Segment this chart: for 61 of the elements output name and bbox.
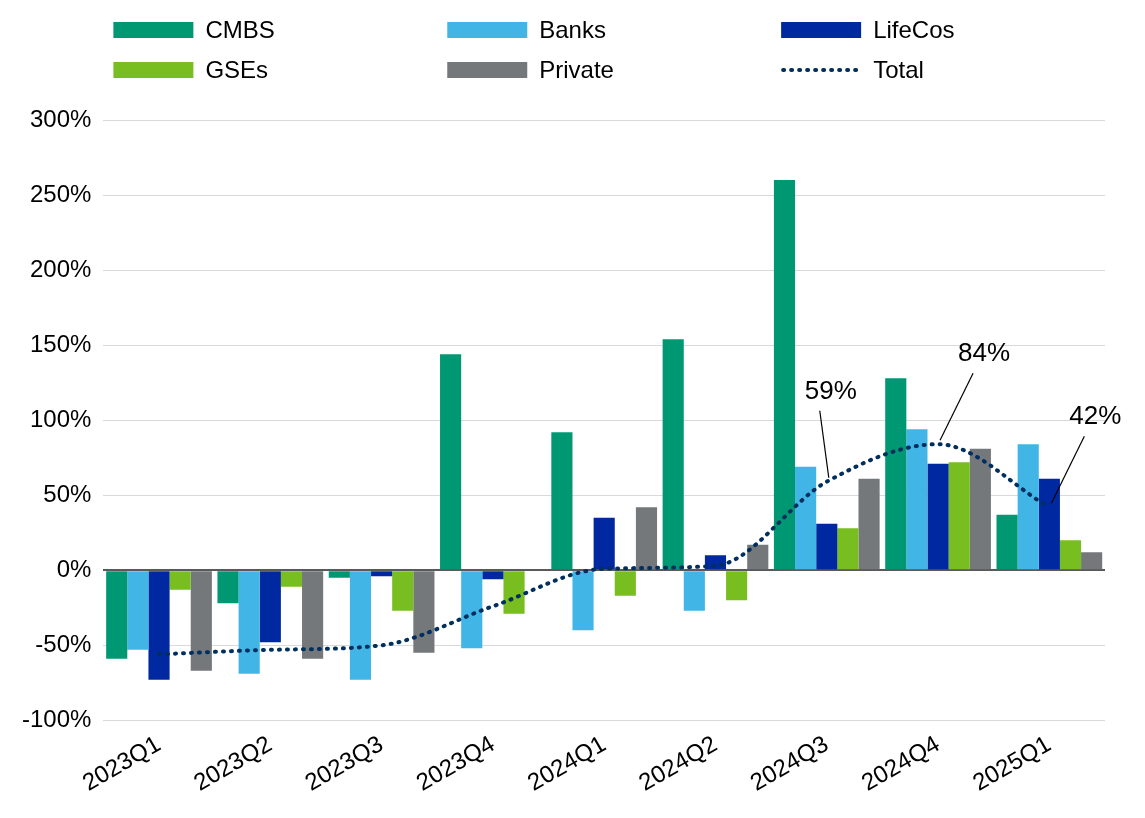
bar	[169, 571, 191, 590]
bar	[440, 354, 462, 570]
data-label: 84%	[958, 337, 1011, 368]
bar	[1017, 444, 1039, 570]
bar	[996, 514, 1018, 570]
bar	[503, 571, 525, 614]
bar	[837, 528, 859, 570]
bar	[927, 463, 949, 570]
bar	[572, 571, 594, 631]
data-label: 59%	[804, 374, 857, 405]
bar	[461, 571, 483, 649]
bar	[551, 432, 573, 570]
bar	[1059, 540, 1082, 570]
bar	[614, 571, 636, 596]
y-tick-label: 100%	[29, 404, 92, 432]
bar	[747, 544, 769, 570]
y-tick-label: 50%	[43, 479, 92, 507]
bar	[816, 523, 838, 570]
y-tick-label: 0%	[56, 554, 92, 582]
bar	[726, 571, 748, 601]
legend-label: Private	[539, 55, 614, 83]
bar	[969, 448, 991, 570]
bar	[259, 571, 281, 643]
bar	[662, 339, 684, 570]
data-label: 42%	[1069, 400, 1122, 431]
bar	[683, 571, 705, 611]
bar	[858, 478, 880, 570]
y-tick-label: -50%	[35, 629, 92, 657]
bar	[413, 571, 435, 653]
y-tick-label: 300%	[29, 104, 92, 132]
bar	[635, 507, 658, 570]
bar	[392, 571, 414, 611]
bar	[217, 571, 239, 604]
legend-label: Total	[873, 55, 924, 83]
bar	[302, 571, 324, 659]
bar	[906, 429, 928, 570]
y-tick-label: 200%	[29, 254, 92, 282]
legend-label: LifeCos	[873, 15, 955, 43]
bar	[1038, 478, 1060, 570]
bar	[885, 378, 907, 570]
bar	[948, 462, 970, 570]
bar	[127, 571, 149, 650]
legend-label: GSEs	[205, 55, 269, 83]
bar	[238, 571, 260, 674]
y-tick-label: 150%	[29, 329, 92, 357]
bar	[482, 571, 504, 580]
y-tick-label: -100%	[22, 704, 92, 732]
bar	[773, 180, 796, 570]
bar	[593, 517, 615, 570]
bar	[280, 571, 303, 587]
bar	[1081, 552, 1103, 570]
bar	[795, 466, 817, 570]
bar	[328, 571, 350, 578]
y-tick-label: 250%	[29, 179, 92, 207]
legend-label: CMBS	[205, 15, 275, 43]
bar	[106, 571, 128, 659]
bar	[371, 571, 393, 577]
bar	[190, 571, 212, 671]
legend-label: Banks	[539, 15, 606, 43]
bar	[349, 571, 372, 680]
bar	[148, 571, 170, 680]
